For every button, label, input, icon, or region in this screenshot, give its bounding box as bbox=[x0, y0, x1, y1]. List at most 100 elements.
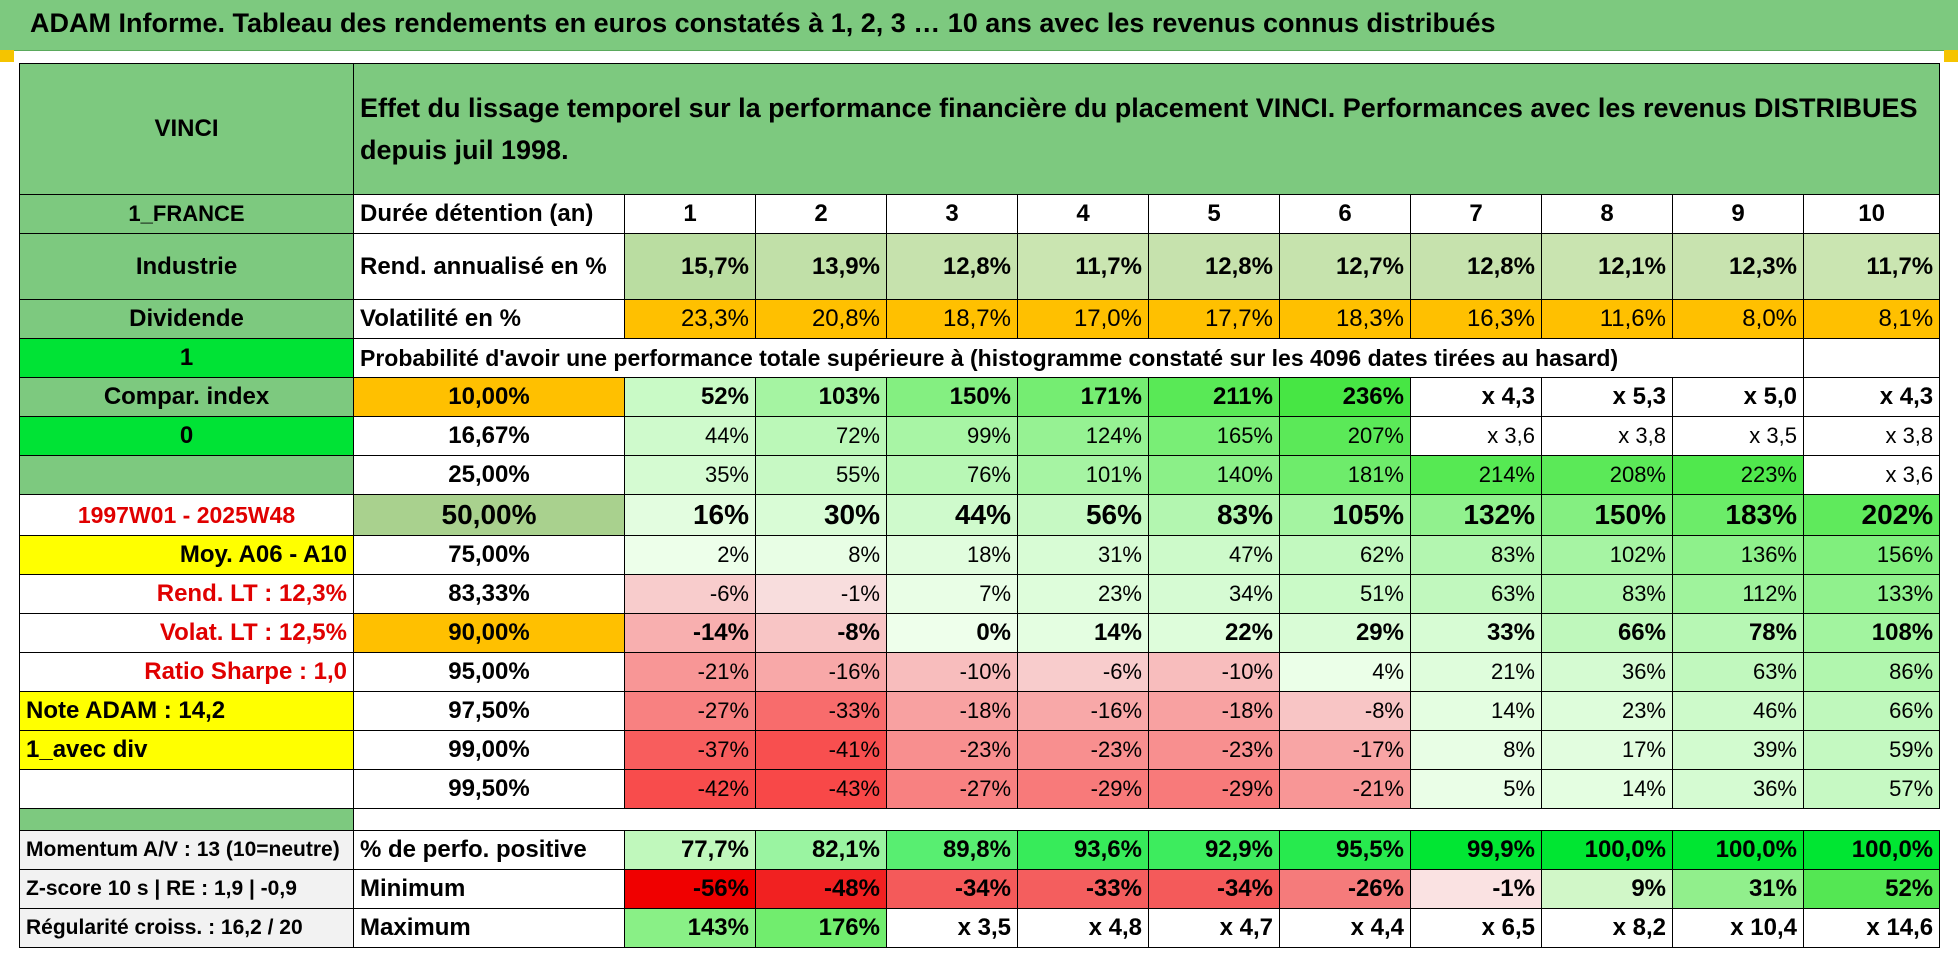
perf-value: 83% bbox=[1148, 494, 1280, 536]
min-value: 52% bbox=[1802, 869, 1941, 909]
min-value: -34% bbox=[1148, 869, 1280, 909]
rend-value: 12,8% bbox=[1148, 233, 1280, 300]
year-header: 4 bbox=[1017, 194, 1149, 234]
probability-threshold: 95,00% bbox=[353, 652, 625, 692]
max-value: x 8,2 bbox=[1541, 908, 1673, 948]
perf-value: 16% bbox=[624, 494, 756, 536]
positive-value: 100,0% bbox=[1672, 830, 1804, 870]
rend-value: 15,7% bbox=[624, 233, 756, 300]
positive-value: 100,0% bbox=[1802, 830, 1941, 870]
volat-lt-label: Volat. LT : 12,5% bbox=[19, 613, 354, 653]
flag-value-1: 1 bbox=[19, 338, 354, 378]
corner-marker-left bbox=[0, 50, 14, 62]
max-value: x 14,6 bbox=[1802, 908, 1941, 948]
sector-label: Industrie bbox=[19, 233, 354, 300]
perf-value: -10% bbox=[1148, 652, 1280, 692]
perf-value: 2% bbox=[624, 535, 756, 575]
compar-label: Compar. index bbox=[19, 377, 354, 417]
period-label: 1997W01 - 2025W48 bbox=[19, 494, 354, 536]
perf-value: 33% bbox=[1410, 613, 1542, 653]
year-header: 10 bbox=[1802, 194, 1941, 234]
perf-value: -23% bbox=[886, 730, 1018, 770]
perf-value: 14% bbox=[1017, 613, 1149, 653]
year-header: 8 bbox=[1541, 194, 1673, 234]
max-value: 143% bbox=[624, 908, 756, 948]
probability-threshold: 25,00% bbox=[353, 455, 625, 495]
perf-value: 8% bbox=[755, 535, 887, 575]
min-value: -1% bbox=[1410, 869, 1542, 909]
perf-value: -8% bbox=[1279, 691, 1411, 731]
perf-value: x 5,0 bbox=[1672, 377, 1804, 417]
blank-label bbox=[19, 455, 354, 495]
year-header: 3 bbox=[886, 194, 1018, 234]
perf-value: 55% bbox=[755, 455, 887, 495]
perf-value: 112% bbox=[1672, 574, 1804, 614]
perf-value: 136% bbox=[1672, 535, 1804, 575]
perf-value: 236% bbox=[1279, 377, 1411, 417]
perf-value: 4% bbox=[1279, 652, 1411, 692]
min-value: 9% bbox=[1541, 869, 1673, 909]
perf-value: 29% bbox=[1279, 613, 1411, 653]
perf-value: 108% bbox=[1802, 613, 1941, 653]
perf-value: -37% bbox=[624, 730, 756, 770]
probability-threshold: 10,00% bbox=[353, 377, 625, 417]
perf-value: -18% bbox=[1148, 691, 1280, 731]
gap-spacer bbox=[353, 808, 1940, 831]
perf-value: x 5,3 bbox=[1541, 377, 1673, 417]
sharpe-label: Ratio Sharpe : 1,0 bbox=[19, 652, 354, 692]
avec-div-label: 1_avec div bbox=[19, 730, 354, 770]
zscore-label: Z-score 10 s | RE : 1,9 | -0,9 bbox=[19, 869, 354, 909]
rend-value: 11,7% bbox=[1802, 233, 1941, 300]
perf-value: 0% bbox=[886, 613, 1018, 653]
momentum-label: Momentum A/V : 13 (10=neutre) bbox=[19, 830, 354, 870]
min-value: -56% bbox=[624, 869, 756, 909]
year-header: 2 bbox=[755, 194, 887, 234]
table-subtitle: Effet du lissage temporel sur la perform… bbox=[352, 63, 1941, 195]
perf-value: x 3,8 bbox=[1802, 416, 1941, 456]
perf-value: 101% bbox=[1017, 455, 1149, 495]
perf-value: 52% bbox=[624, 377, 756, 417]
perf-value: 34% bbox=[1148, 574, 1280, 614]
perf-value: 150% bbox=[1541, 494, 1673, 536]
perf-value: 150% bbox=[886, 377, 1018, 417]
probability-threshold: 97,50% bbox=[353, 691, 625, 731]
perf-value: 31% bbox=[1017, 535, 1149, 575]
perf-value: -8% bbox=[755, 613, 887, 653]
perf-value: -23% bbox=[1017, 730, 1149, 770]
rend-value: 12,1% bbox=[1541, 233, 1673, 300]
perf-value: 51% bbox=[1279, 574, 1411, 614]
min-value: -26% bbox=[1279, 869, 1411, 909]
perf-value: 223% bbox=[1672, 455, 1804, 495]
probability-threshold: 99,00% bbox=[353, 730, 625, 770]
perf-value: x 3,6 bbox=[1410, 416, 1542, 456]
perf-value: 8% bbox=[1410, 730, 1542, 770]
perf-value: 17% bbox=[1541, 730, 1673, 770]
positive-value: 93,6% bbox=[1017, 830, 1149, 870]
perf-value: 103% bbox=[755, 377, 887, 417]
max-value: x 4,4 bbox=[1279, 908, 1411, 948]
perf-value: -21% bbox=[624, 652, 756, 692]
perf-value: x 4,3 bbox=[1802, 377, 1941, 417]
perf-value: 165% bbox=[1148, 416, 1280, 456]
positive-label: % de perfo. positive bbox=[353, 830, 625, 870]
perf-value: -1% bbox=[755, 574, 887, 614]
min-value: -33% bbox=[1017, 869, 1149, 909]
perf-value: 35% bbox=[624, 455, 756, 495]
perf-value: 183% bbox=[1672, 494, 1804, 536]
perf-value: -21% bbox=[1279, 769, 1411, 809]
perf-value: -33% bbox=[755, 691, 887, 731]
perf-value: 66% bbox=[1802, 691, 1941, 731]
perf-value: 211% bbox=[1148, 377, 1280, 417]
year-header: 6 bbox=[1279, 194, 1411, 234]
perf-value: 208% bbox=[1541, 455, 1673, 495]
perf-value: -27% bbox=[624, 691, 756, 731]
vol-value: 20,8% bbox=[755, 299, 887, 339]
max-value: 176% bbox=[755, 908, 887, 948]
year-header: 1 bbox=[624, 194, 756, 234]
perf-value: 124% bbox=[1017, 416, 1149, 456]
perf-value: 46% bbox=[1672, 691, 1804, 731]
perf-value: 44% bbox=[886, 494, 1018, 536]
vol-label: Volatilité en % bbox=[353, 299, 625, 339]
perf-value: -18% bbox=[886, 691, 1018, 731]
country-label: 1_FRANCE bbox=[19, 194, 354, 234]
